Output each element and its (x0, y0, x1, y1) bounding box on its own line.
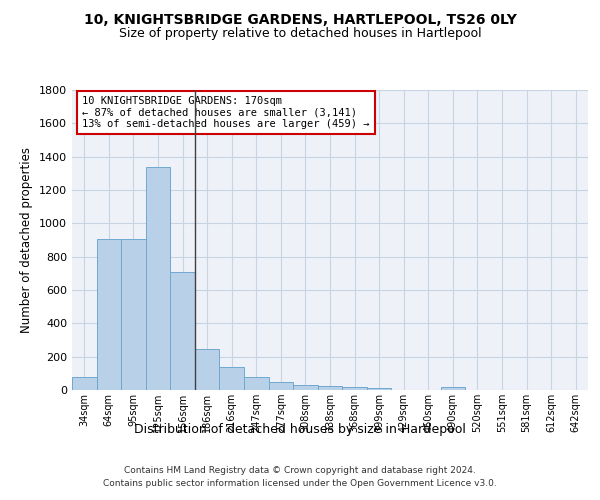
Bar (146, 166, 170, 390)
Bar (367, 388, 391, 390)
Bar (195, 349, 220, 390)
Bar (97, 239, 121, 390)
Bar (342, 386, 367, 390)
Text: Contains HM Land Registry data © Crown copyright and database right 2024.
Contai: Contains HM Land Registry data © Crown c… (103, 466, 497, 487)
Bar (72, 376, 97, 390)
Text: Distribution of detached houses by size in Hartlepool: Distribution of detached houses by size … (134, 422, 466, 436)
Bar (293, 385, 318, 390)
Bar (440, 386, 465, 390)
Bar (244, 376, 269, 390)
Text: Size of property relative to detached houses in Hartlepool: Size of property relative to detached ho… (119, 28, 481, 40)
Bar (121, 239, 146, 390)
Bar (269, 382, 293, 390)
Bar (220, 366, 244, 390)
Y-axis label: Number of detached properties: Number of detached properties (20, 147, 34, 333)
Text: 10, KNIGHTSBRIDGE GARDENS, HARTLEPOOL, TS26 0LY: 10, KNIGHTSBRIDGE GARDENS, HARTLEPOOL, T… (83, 12, 517, 26)
Bar (170, 272, 195, 390)
Text: 10 KNIGHTSBRIDGE GARDENS: 170sqm
← 87% of detached houses are smaller (3,141)
13: 10 KNIGHTSBRIDGE GARDENS: 170sqm ← 87% o… (82, 96, 370, 129)
Bar (318, 386, 342, 390)
